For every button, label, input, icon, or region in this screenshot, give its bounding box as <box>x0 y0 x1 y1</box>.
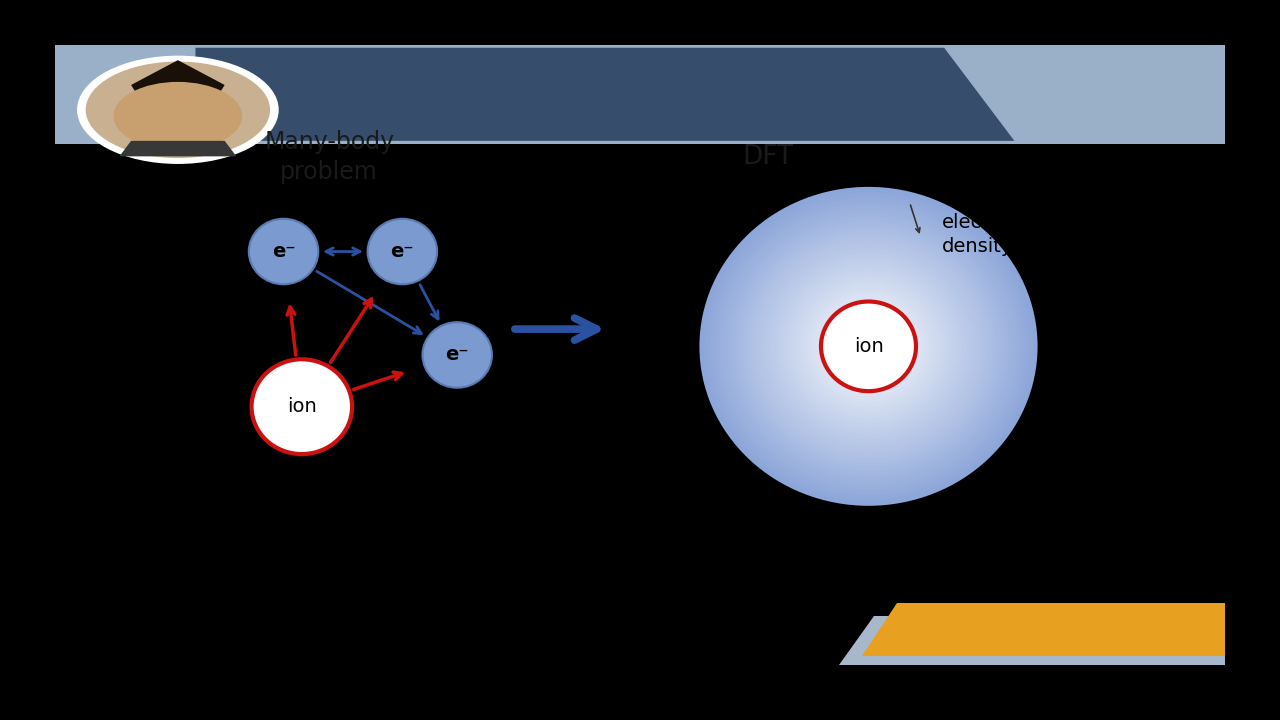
Circle shape <box>764 248 973 445</box>
Text: e⁻: e⁻ <box>390 242 415 261</box>
Circle shape <box>422 323 492 387</box>
Circle shape <box>733 219 1004 474</box>
Circle shape <box>829 309 908 384</box>
Circle shape <box>818 299 919 394</box>
Circle shape <box>114 82 242 150</box>
Text: ion: ion <box>854 337 883 356</box>
Text: ion: ion <box>287 397 316 416</box>
Circle shape <box>815 296 922 397</box>
Circle shape <box>851 330 886 362</box>
Circle shape <box>741 227 996 466</box>
Polygon shape <box>838 616 1225 665</box>
Circle shape <box>790 272 947 420</box>
Circle shape <box>713 200 1024 492</box>
Circle shape <box>783 266 954 426</box>
Text: e⁻: e⁻ <box>445 346 468 364</box>
Circle shape <box>773 256 964 437</box>
Circle shape <box>844 323 893 370</box>
Circle shape <box>797 280 940 413</box>
Circle shape <box>736 222 1001 472</box>
Polygon shape <box>196 48 1014 141</box>
Circle shape <box>823 304 914 389</box>
Circle shape <box>840 320 897 373</box>
Circle shape <box>731 216 1006 477</box>
Polygon shape <box>131 60 225 94</box>
Circle shape <box>710 197 1027 495</box>
Circle shape <box>858 336 879 357</box>
Circle shape <box>835 315 902 378</box>
Circle shape <box>787 269 950 423</box>
Circle shape <box>748 232 989 461</box>
Circle shape <box>826 307 911 386</box>
Circle shape <box>801 282 936 410</box>
Circle shape <box>722 208 1015 485</box>
Circle shape <box>776 258 961 434</box>
Circle shape <box>727 213 1010 480</box>
Circle shape <box>705 192 1032 500</box>
Circle shape <box>767 251 970 442</box>
Circle shape <box>703 189 1034 503</box>
Circle shape <box>717 203 1020 490</box>
Circle shape <box>860 338 877 354</box>
Text: electron
density: electron density <box>942 213 1021 256</box>
Circle shape <box>781 264 956 428</box>
Circle shape <box>809 291 928 402</box>
Polygon shape <box>55 45 1225 144</box>
Circle shape <box>745 230 992 463</box>
Circle shape <box>812 293 925 400</box>
Circle shape <box>708 195 1029 498</box>
Circle shape <box>778 261 959 431</box>
Circle shape <box>806 288 931 405</box>
Circle shape <box>820 301 916 392</box>
Circle shape <box>846 325 891 368</box>
Circle shape <box>724 211 1012 482</box>
Circle shape <box>252 359 352 454</box>
Text: DFT: DFT <box>742 144 794 170</box>
Circle shape <box>837 317 900 376</box>
Circle shape <box>855 333 883 359</box>
Circle shape <box>755 240 982 453</box>
Polygon shape <box>119 141 237 156</box>
Text: e⁻: e⁻ <box>271 242 296 261</box>
Circle shape <box>719 205 1018 487</box>
Circle shape <box>753 238 984 455</box>
Circle shape <box>84 60 271 159</box>
Circle shape <box>792 274 945 418</box>
Circle shape <box>750 235 987 458</box>
Circle shape <box>820 302 916 391</box>
Circle shape <box>832 312 905 381</box>
Circle shape <box>78 57 278 163</box>
Circle shape <box>739 224 998 469</box>
Circle shape <box>699 187 1038 506</box>
Circle shape <box>759 243 978 450</box>
Circle shape <box>795 277 942 415</box>
Text: Many-body
problem: Many-body problem <box>264 130 394 184</box>
Circle shape <box>865 343 872 349</box>
Polygon shape <box>863 603 1225 656</box>
Circle shape <box>769 253 968 439</box>
Circle shape <box>863 341 874 351</box>
Circle shape <box>762 246 975 447</box>
Circle shape <box>367 219 436 284</box>
Circle shape <box>248 219 319 284</box>
Circle shape <box>849 328 888 365</box>
Circle shape <box>804 285 933 408</box>
